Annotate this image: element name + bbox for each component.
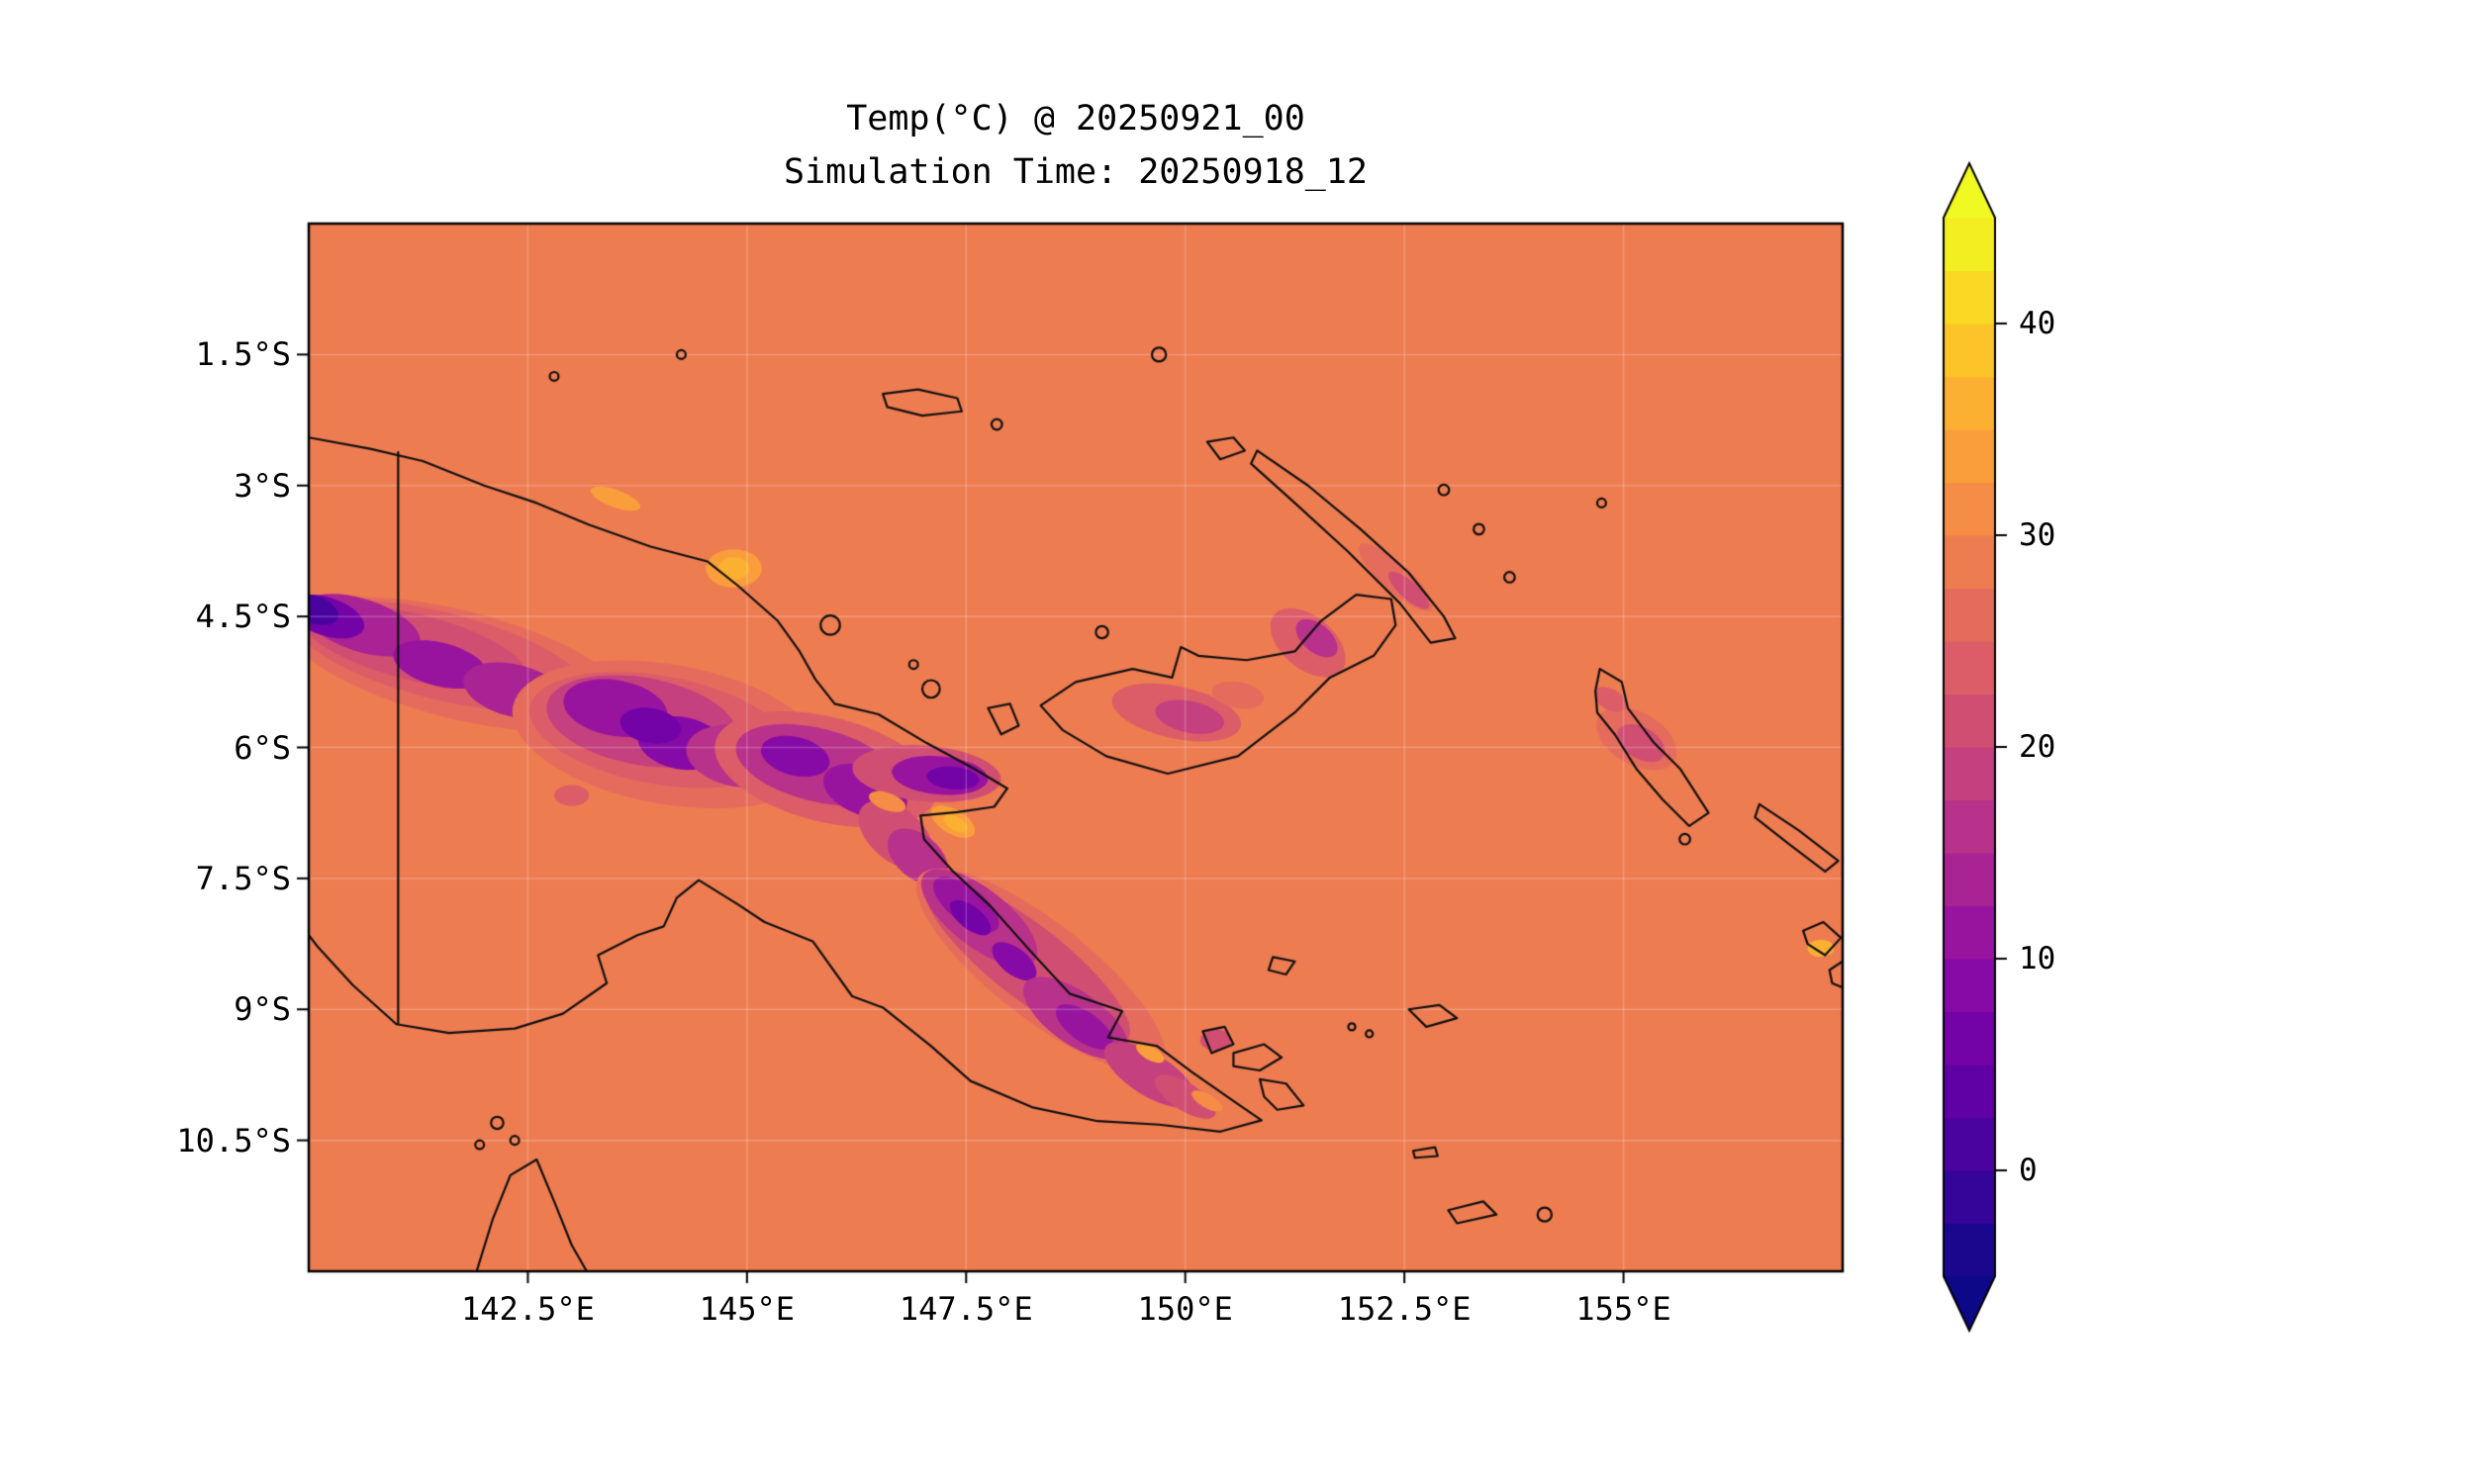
y-tick-label: 7.5°S	[195, 859, 291, 897]
y-tick-label: 1.5°S	[195, 335, 291, 374]
x-tick-label: 142.5°E	[460, 1290, 595, 1328]
x-tick-label: 145°E	[699, 1290, 796, 1328]
colorbar-tick-label: 20	[2019, 729, 2056, 765]
y-tick-label: 9°S	[234, 990, 291, 1029]
plot-title-line1: Temp(°C) @ 20250921_00	[846, 99, 1305, 139]
x-tick-label: 152.5°E	[1337, 1290, 1472, 1328]
colorbar-tick-label: 10	[2019, 941, 2056, 976]
x-tick-label: 155°E	[1575, 1290, 1671, 1328]
y-tick-label: 3°S	[234, 466, 291, 505]
x-tick-label: 147.5°E	[899, 1290, 1033, 1328]
plot-title-line2: Simulation Time: 20250918_12	[783, 152, 1369, 192]
colorbar-tick-label: 30	[2019, 517, 2056, 553]
y-tick-label: 4.5°S	[195, 598, 291, 636]
colorbar-tick-label: 40	[2019, 306, 2056, 341]
y-tick-label: 10.5°S	[176, 1121, 291, 1159]
x-tick-label: 150°E	[1137, 1290, 1233, 1328]
colorbar-tick-label: 0	[2019, 1153, 2038, 1188]
y-tick-label: 6°S	[234, 728, 291, 767]
